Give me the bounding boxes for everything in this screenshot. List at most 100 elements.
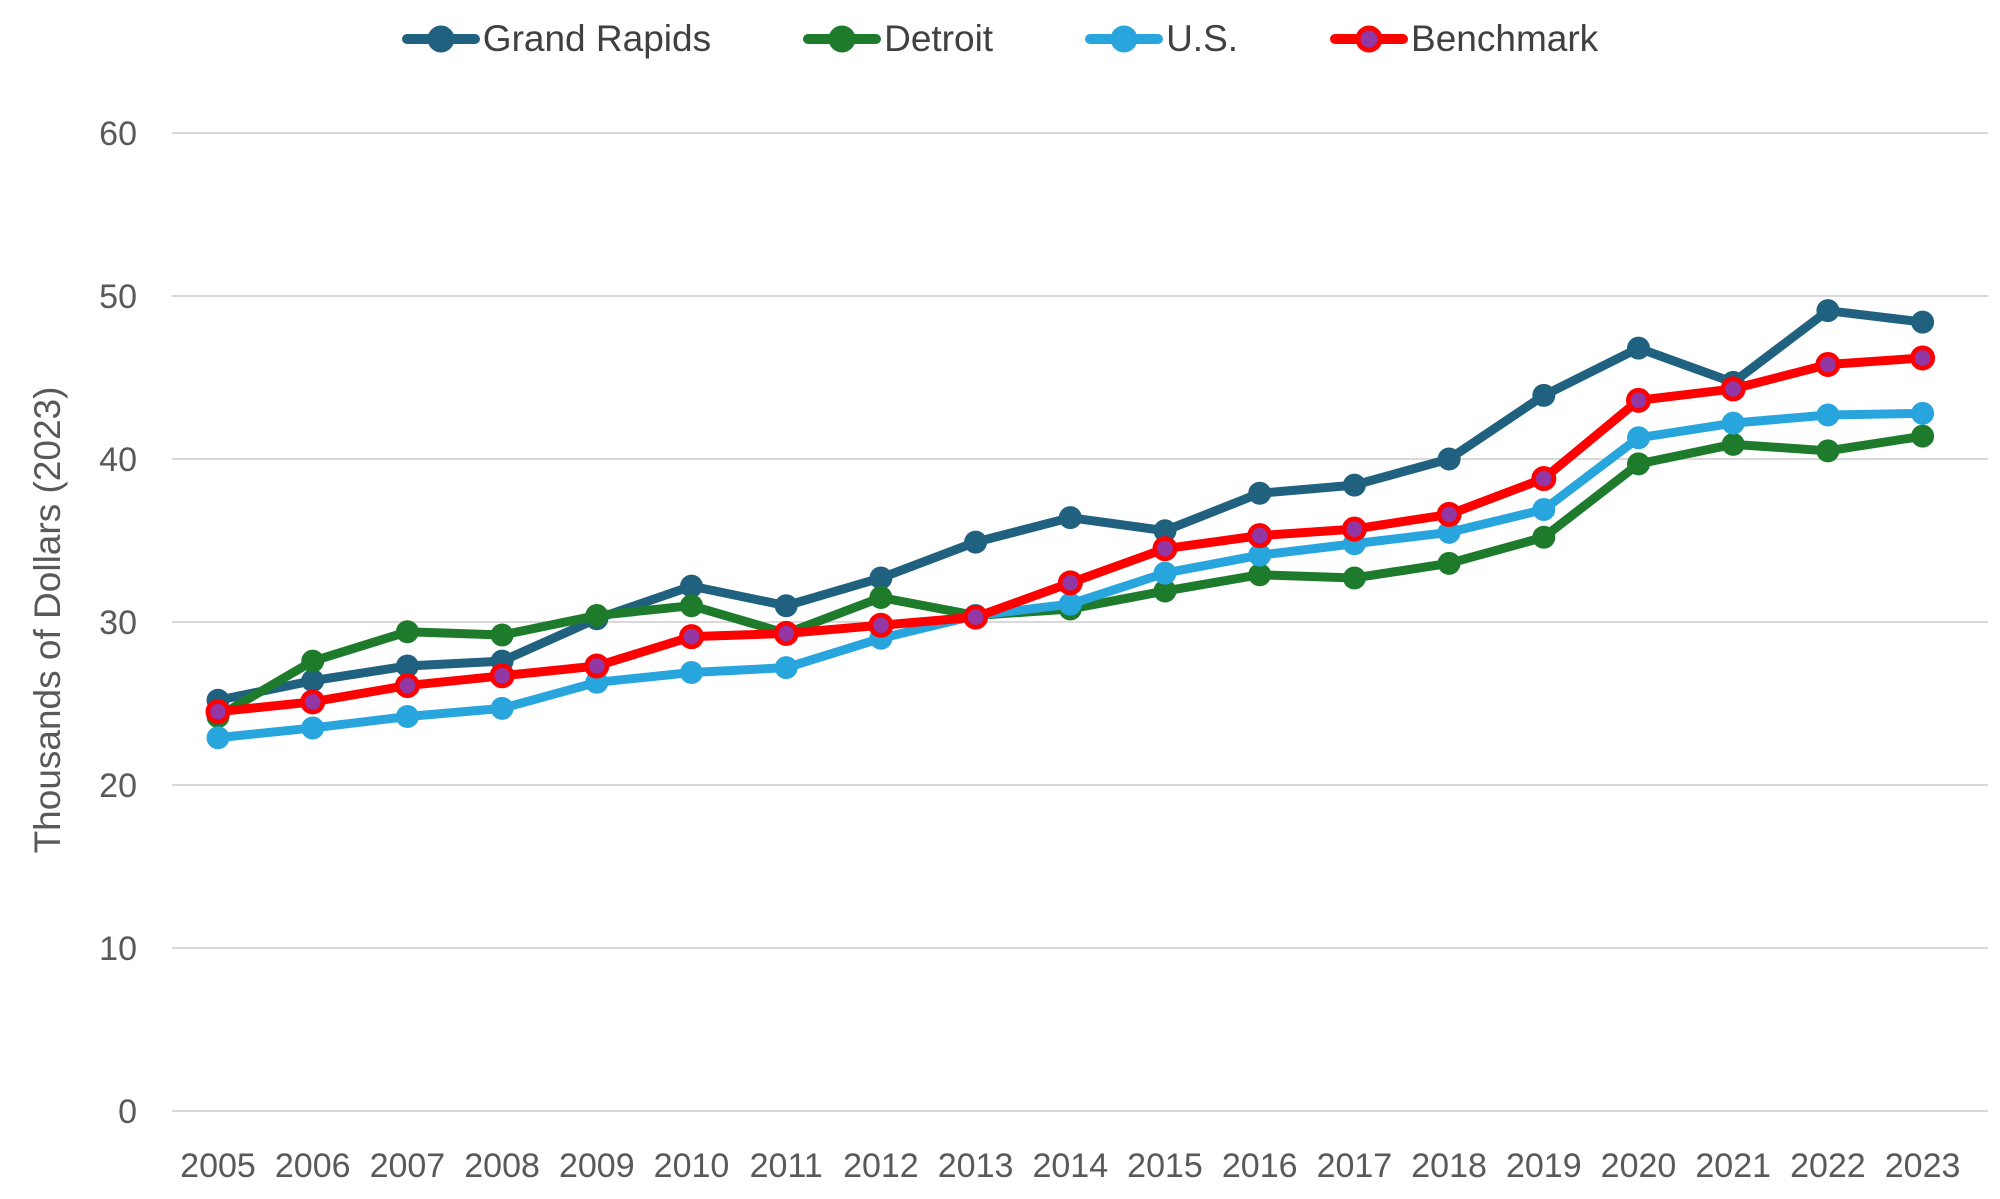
data-point-core-benchmark-2009 bbox=[589, 658, 605, 674]
x-tick-label-2021: 2021 bbox=[1695, 1147, 1771, 1185]
data-point-u-s-2023 bbox=[1911, 401, 1935, 425]
legend-label-u-s: U.S. bbox=[1166, 18, 1239, 59]
data-point-u-s-2006 bbox=[301, 716, 325, 740]
data-point-core-benchmark-2006 bbox=[304, 694, 321, 710]
data-point-grand-rapids-2012 bbox=[869, 566, 893, 590]
legend-item-benchmark: Benchmark bbox=[1330, 18, 1598, 60]
data-point-u-s-2010 bbox=[680, 661, 703, 685]
data-point-u-s-2016 bbox=[1248, 543, 1272, 567]
data-point-grand-rapids-2013 bbox=[964, 530, 988, 554]
data-point-grand-rapids-2010 bbox=[680, 574, 703, 598]
data-point-grand-rapids-2015 bbox=[1153, 519, 1177, 543]
data-point-detroit-2020 bbox=[1627, 452, 1650, 476]
x-tick-label-2016: 2016 bbox=[1222, 1147, 1298, 1185]
legend-marker-u-s bbox=[1085, 25, 1164, 53]
x-tick-label-2017: 2017 bbox=[1317, 1147, 1393, 1185]
series-line-grand-rapids bbox=[213, 306, 1928, 705]
data-point-detroit-2012 bbox=[869, 586, 893, 610]
y-tick-label-40: 40 bbox=[99, 441, 137, 479]
data-point-core-benchmark-2020 bbox=[1630, 392, 1647, 409]
legend-marker-benchmark bbox=[1330, 25, 1409, 53]
x-tick-label-2022: 2022 bbox=[1790, 1147, 1866, 1185]
legend-label-detroit: Detroit bbox=[884, 18, 994, 59]
data-point-core-benchmark-2021 bbox=[1725, 381, 1741, 397]
x-tick-label-2013: 2013 bbox=[938, 1147, 1014, 1185]
y-axis-title: Thousands of Dollars (2023) bbox=[27, 386, 68, 854]
data-point-u-s-2011 bbox=[774, 656, 798, 680]
legend-label-grand-rapids: Grand Rapids bbox=[482, 18, 712, 59]
data-point-grand-rapids-2018 bbox=[1437, 447, 1461, 471]
data-point-detroit-2007 bbox=[395, 620, 419, 644]
data-point-grand-rapids-2014 bbox=[1058, 506, 1082, 530]
data-point-core-benchmark-2011 bbox=[778, 625, 794, 642]
chart-legend: Grand Rapids Detroit U.S. Benchmark bbox=[0, 18, 2000, 60]
data-point-detroit-2022 bbox=[1816, 439, 1840, 463]
data-point-grand-rapids-2019 bbox=[1532, 383, 1556, 407]
x-tick-label-2007: 2007 bbox=[370, 1147, 446, 1185]
data-point-grand-rapids-2017 bbox=[1342, 473, 1366, 497]
data-point-u-s-2014 bbox=[1058, 592, 1082, 616]
x-tick-label-2011: 2011 bbox=[750, 1147, 823, 1185]
y-tick-label-60: 60 bbox=[99, 115, 137, 153]
data-point-detroit-2015 bbox=[1153, 579, 1177, 603]
data-point-core-benchmark-2013 bbox=[967, 609, 984, 625]
x-tick-label-2020: 2020 bbox=[1601, 1147, 1677, 1185]
x-tick-label-2018: 2018 bbox=[1411, 1147, 1487, 1185]
data-point-u-s-2018 bbox=[1437, 520, 1461, 544]
data-point-core-benchmark-2017 bbox=[1346, 521, 1363, 537]
data-point-u-s-2022 bbox=[1816, 403, 1840, 427]
data-point-detroit-2018 bbox=[1437, 551, 1461, 575]
data-point-core-benchmark-2008 bbox=[494, 667, 510, 684]
data-point-u-s-2007 bbox=[395, 705, 419, 729]
y-tick-label-20: 20 bbox=[99, 767, 137, 805]
data-point-u-s-2008 bbox=[490, 696, 514, 720]
legend-marker-grand-rapids bbox=[401, 25, 480, 53]
legend-item-grand-rapids: Grand Rapids bbox=[401, 18, 712, 60]
x-tick-label-2005: 2005 bbox=[180, 1147, 256, 1185]
x-tick-label-2014: 2014 bbox=[1032, 1147, 1108, 1185]
legend-item-detroit: Detroit bbox=[803, 18, 993, 60]
data-point-detroit-2008 bbox=[490, 623, 514, 647]
x-tick-label-2012: 2012 bbox=[843, 1147, 919, 1185]
data-point-u-s-2005 bbox=[206, 726, 230, 750]
data-point-grand-rapids-2006 bbox=[301, 669, 325, 693]
data-point-core-benchmark-2007 bbox=[399, 677, 416, 694]
data-point-u-s-2021 bbox=[1721, 411, 1745, 435]
legend-marker-detroit bbox=[803, 25, 882, 53]
data-point-core-benchmark-2012 bbox=[873, 617, 889, 634]
data-point-grand-rapids-2022 bbox=[1816, 299, 1840, 323]
y-tick-label-0: 0 bbox=[118, 1093, 137, 1131]
data-point-core-benchmark-2005 bbox=[210, 703, 226, 720]
data-point-detroit-2010 bbox=[680, 594, 703, 618]
x-tick-label-2010: 2010 bbox=[654, 1147, 730, 1185]
x-tick-label-2019: 2019 bbox=[1506, 1147, 1582, 1185]
data-point-core-benchmark-2014 bbox=[1062, 575, 1079, 591]
data-point-core-benchmark-2016 bbox=[1251, 527, 1268, 544]
data-point-grand-rapids-2016 bbox=[1248, 481, 1272, 505]
legend-dot-benchmark bbox=[1355, 25, 1383, 53]
y-tick-label-50: 50 bbox=[99, 278, 137, 316]
data-point-detroit-2017 bbox=[1342, 566, 1366, 590]
legend-dot-detroit bbox=[828, 25, 856, 53]
data-point-grand-rapids-2020 bbox=[1627, 336, 1650, 360]
data-point-u-s-2015 bbox=[1153, 561, 1177, 585]
data-point-core-benchmark-2019 bbox=[1536, 470, 1552, 487]
x-tick-label-2009: 2009 bbox=[559, 1147, 635, 1185]
data-point-detroit-2006 bbox=[301, 649, 325, 673]
legend-label-benchmark: Benchmark bbox=[1411, 18, 1599, 59]
data-point-u-s-2020 bbox=[1627, 426, 1650, 450]
data-point-u-s-2019 bbox=[1532, 498, 1556, 522]
data-point-grand-rapids-2011 bbox=[774, 594, 798, 618]
legend-dot-u-s bbox=[1110, 25, 1138, 53]
data-point-detroit-2021 bbox=[1721, 432, 1745, 456]
x-tick-label-2006: 2006 bbox=[275, 1147, 351, 1185]
data-point-detroit-2009 bbox=[585, 603, 609, 627]
legend-item-u-s: U.S. bbox=[1085, 18, 1238, 60]
data-point-detroit-2016 bbox=[1248, 563, 1272, 587]
data-point-core-benchmark-2015 bbox=[1157, 540, 1173, 557]
x-tick-label-2023: 2023 bbox=[1885, 1147, 1961, 1185]
data-point-core-benchmark-2023 bbox=[1914, 350, 1931, 366]
data-point-detroit-2019 bbox=[1532, 525, 1556, 549]
